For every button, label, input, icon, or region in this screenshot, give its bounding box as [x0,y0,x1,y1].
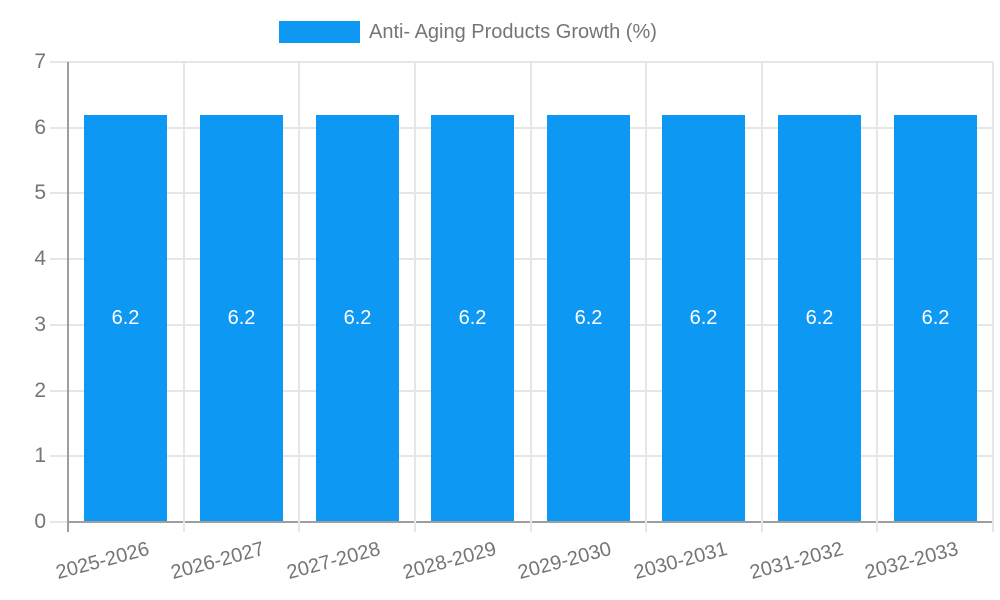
bar-value-label: 6.2 [574,306,603,329]
bar[interactable]: 6.2 [547,115,630,521]
gridline-horizontal [50,324,993,326]
y-tick-label: 6 [34,116,46,139]
y-tick-label: 5 [34,181,46,204]
bar-value-label: 6.2 [343,306,372,329]
y-tick-mark [50,521,68,523]
bar[interactable]: 6.2 [431,115,514,521]
y-tick-label: 7 [34,50,46,73]
y-tick-label: 0 [34,510,46,533]
bar-value-label: 6.2 [689,306,718,329]
gridline-vertical [530,62,532,532]
bar-value-label: 6.2 [458,306,487,329]
y-axis-line [67,62,69,532]
bar-value-label: 6.2 [805,306,834,329]
gridline-horizontal [50,61,993,63]
y-tick-label: 3 [34,313,46,336]
bar[interactable]: 6.2 [894,115,977,521]
y-tick-label: 2 [34,379,46,402]
y-tick-label: 1 [34,444,46,467]
gridline-horizontal [50,258,993,260]
bar[interactable]: 6.2 [316,115,399,521]
bar-value-label: 6.2 [227,306,256,329]
gridline-horizontal [50,455,993,457]
gridline-vertical [761,62,763,532]
chart-legend: Anti- Aging Products Growth (%) [279,21,657,43]
bar-value-label: 6.2 [111,306,140,329]
gridline-vertical [876,62,878,532]
gridline-vertical [183,62,185,532]
bar[interactable]: 6.2 [662,115,745,521]
legend-swatch [279,21,360,43]
gridline-horizontal [50,390,993,392]
gridline-vertical [414,62,416,532]
gridline-horizontal [50,192,993,194]
gridline-vertical [645,62,647,532]
y-tick-label: 4 [34,247,46,270]
bar[interactable]: 6.2 [84,115,167,521]
gridline-horizontal [50,127,993,129]
bar-value-label: 6.2 [921,306,950,329]
gridline-vertical [992,62,994,532]
bar[interactable]: 6.2 [778,115,861,521]
bar[interactable]: 6.2 [200,115,283,521]
gridline-vertical [298,62,300,532]
legend-label: Anti- Aging Products Growth (%) [369,20,657,43]
